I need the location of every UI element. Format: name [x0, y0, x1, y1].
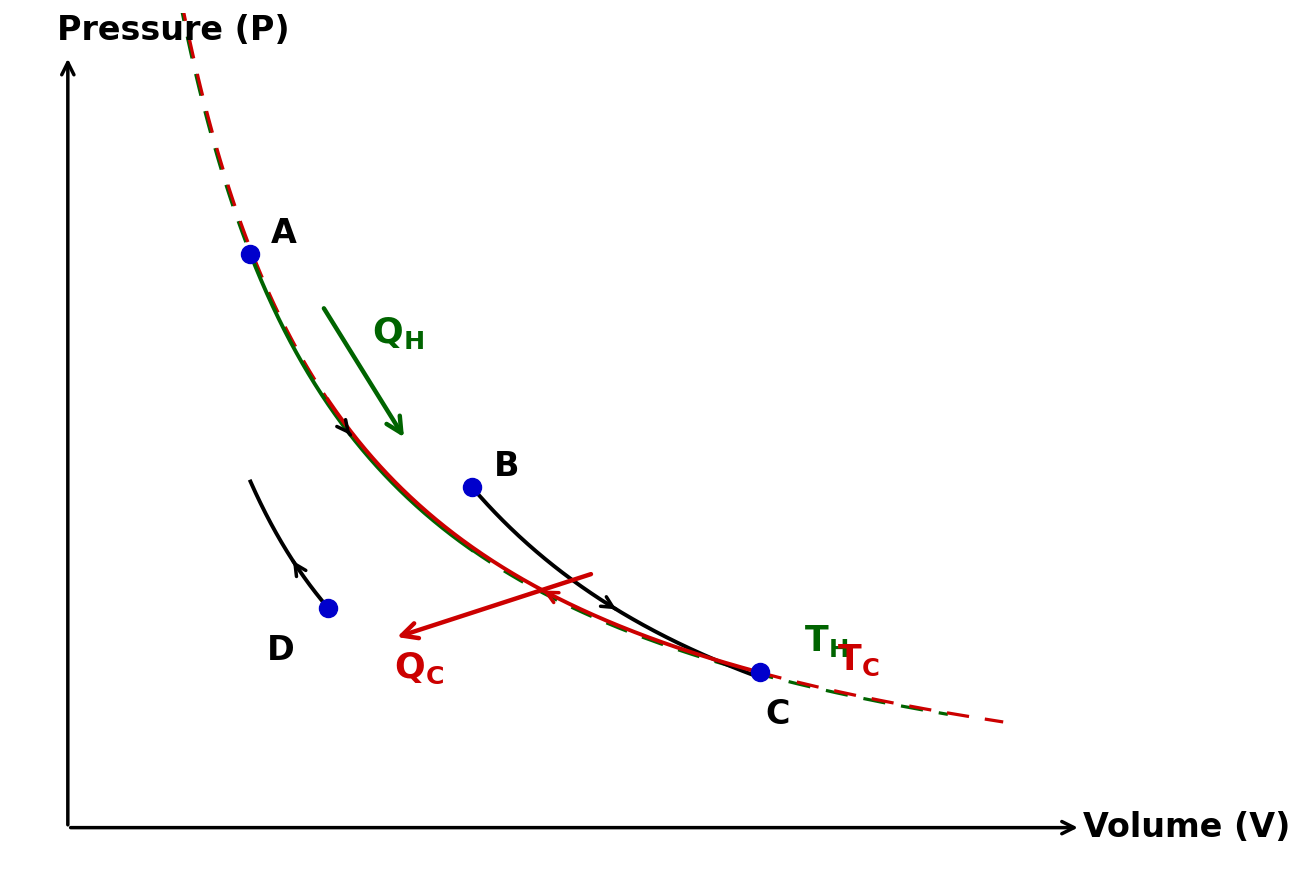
Text: Pressure (P): Pressure (P) [57, 14, 290, 48]
Text: $\mathbf{Q_H}$: $\mathbf{Q_H}$ [372, 315, 424, 350]
Text: A: A [270, 217, 296, 250]
Text: B: B [494, 450, 520, 482]
Text: Volume (V): Volume (V) [1083, 811, 1291, 844]
Text: $\mathbf{T_H}$: $\mathbf{T_H}$ [803, 624, 848, 660]
Text: D: D [266, 633, 295, 667]
Text: $\mathbf{T_C}$: $\mathbf{T_C}$ [837, 643, 880, 678]
Text: $\mathbf{Q_C}$: $\mathbf{Q_C}$ [394, 651, 445, 686]
Text: C: C [766, 699, 789, 731]
